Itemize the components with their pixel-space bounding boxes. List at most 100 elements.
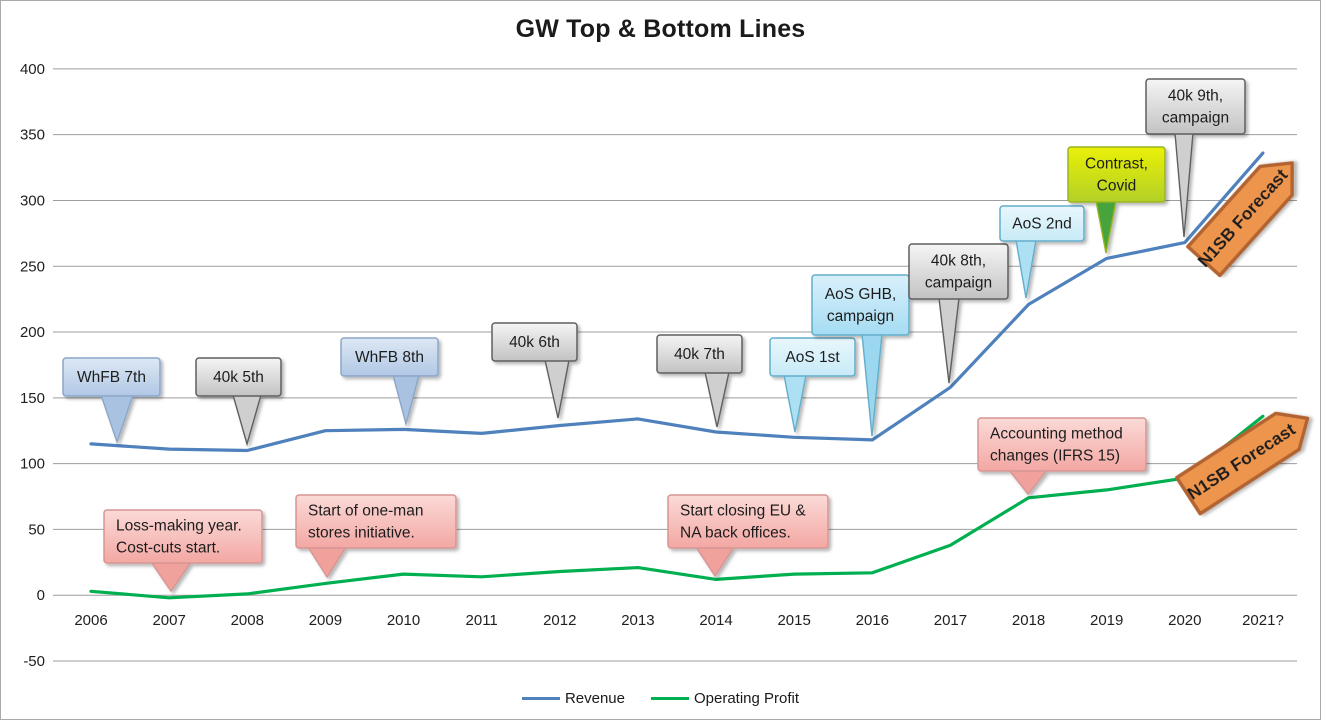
callout-label: Start closing EU & xyxy=(680,503,806,520)
callout-box xyxy=(340,337,439,377)
revenue-line xyxy=(89,151,1265,453)
callout-label: Cost-cuts start. xyxy=(116,540,220,557)
y-tick-label: 50 xyxy=(28,521,45,538)
x-tick-label: 2006 xyxy=(74,612,107,629)
legend-swatch xyxy=(650,697,689,700)
y-tick-label: 400 xyxy=(20,61,45,78)
y-tick-label: 200 xyxy=(20,324,45,341)
callout-loss-making: Loss-making year. Cost-cuts start. xyxy=(103,509,263,593)
callout-pointer xyxy=(704,371,730,428)
callout-ifrs-15: Accounting method changes (IFRS 15) xyxy=(977,417,1147,496)
callout-label: changes (IFRS 15) xyxy=(990,448,1120,465)
callout-box xyxy=(491,322,578,362)
callout-pointer xyxy=(392,374,420,427)
callout-contrast-covid: Contrast, Covid xyxy=(1067,146,1166,254)
callout-whfb-8th: WhFB 8th xyxy=(340,337,439,427)
callout-label: AoS 1st xyxy=(785,349,840,366)
callout-aos-ghb: AoS GHB, campaign xyxy=(811,274,910,437)
legend-swatch xyxy=(521,697,560,700)
callout-box xyxy=(295,494,457,549)
callout-pointer xyxy=(306,546,348,579)
callout-label: AoS 2nd xyxy=(1012,216,1071,233)
y-tick-label: 100 xyxy=(20,456,45,473)
callout-box xyxy=(999,205,1085,242)
callout-pointer xyxy=(232,394,262,447)
forecast-arrow-shape xyxy=(1174,411,1310,516)
callout-label: Contrast, xyxy=(1085,156,1148,173)
y-tick-label: 300 xyxy=(20,192,45,209)
chart-title: GW Top & Bottom Lines xyxy=(515,15,806,43)
legend-label: Operating Profit xyxy=(693,690,800,707)
x-tick-label: 2014 xyxy=(699,612,732,629)
x-tick-label: 2012 xyxy=(543,612,576,629)
arrow-profit-forecast: N1SB Forecast xyxy=(1174,411,1310,516)
forecast-arrow-shape xyxy=(1186,161,1294,278)
x-axis-labels: 2006 2007 2008 2009 2010 2011 2012 2013 2014 2015… xyxy=(74,612,1283,629)
x-tick-label: 2017 xyxy=(934,612,967,629)
callout-pointer xyxy=(694,546,736,578)
callout-label: 40k 7th xyxy=(674,346,725,363)
chart-legend: Revenue Operating Profit xyxy=(1,690,1320,707)
callout-pointer xyxy=(783,374,807,433)
callout-label: Accounting method xyxy=(990,426,1123,443)
callout-whfb-7th: WhFB 7th xyxy=(62,357,161,445)
callout-box xyxy=(656,334,743,374)
legend-item-operating-profit: Operating Profit xyxy=(650,690,800,707)
callout-pointer xyxy=(1015,239,1037,299)
callout-label: 40k 5th xyxy=(213,369,264,386)
y-axis-labels: 400 350 300 250 200 150 100 50 0 -50 xyxy=(20,61,45,670)
x-tick-label: 2013 xyxy=(621,612,654,629)
x-tick-label: 2021? xyxy=(1242,612,1284,629)
callout-closing-offices: Start closing EU & NA back offices. xyxy=(667,494,829,578)
callout-label: Loss-making year. xyxy=(116,518,242,535)
callout-box xyxy=(667,494,829,549)
arrow-revenue-forecast: N1SB Forecast xyxy=(1186,161,1294,278)
callout-box xyxy=(1067,146,1166,203)
callout-one-man-stores: Start of one-man stores initiative. xyxy=(295,494,457,579)
callout-aos-2nd: AoS 2nd xyxy=(999,205,1085,299)
y-tick-label: 0 xyxy=(37,587,45,604)
x-tick-label: 2019 xyxy=(1090,612,1123,629)
callout-label: AoS GHB, xyxy=(825,286,897,303)
callout-label: 40k 8th, xyxy=(931,253,986,270)
callout-40k-8th: 40k 8th, campaign xyxy=(908,243,1009,384)
callout-label: campaign xyxy=(1162,110,1229,127)
callout-label: campaign xyxy=(827,308,894,325)
callout-40k-5th: 40k 5th xyxy=(195,357,282,447)
x-tick-label: 2011 xyxy=(466,612,498,629)
legend-label: Revenue xyxy=(564,690,625,707)
callout-label: NA back offices. xyxy=(680,525,791,542)
x-tick-label: 2020 xyxy=(1168,612,1201,629)
callout-pointer xyxy=(1095,200,1117,254)
callout-label: Covid xyxy=(1097,178,1137,195)
callout-label: campaign xyxy=(925,275,992,292)
x-tick-label: 2009 xyxy=(309,612,342,629)
callout-40k-9th: 40k 9th, campaign xyxy=(1145,78,1246,238)
callout-box xyxy=(908,243,1009,300)
callout-label: WhFB 7th xyxy=(77,369,146,386)
callout-pointer xyxy=(544,359,570,419)
callout-box xyxy=(103,509,263,564)
x-tick-label: 2018 xyxy=(1012,612,1045,629)
y-tick-label: 350 xyxy=(20,127,45,144)
legend-item-revenue: Revenue xyxy=(521,690,625,707)
y-tick-label: 150 xyxy=(20,390,45,407)
callout-box xyxy=(977,417,1147,472)
y-tick-label: -50 xyxy=(23,653,45,670)
callout-box xyxy=(1145,78,1246,135)
callout-box xyxy=(195,357,282,397)
callout-pointer xyxy=(100,394,134,445)
callout-40k-6th: 40k 6th xyxy=(491,322,578,419)
x-tick-label: 2010 xyxy=(387,612,420,629)
callout-pointer xyxy=(149,561,193,593)
callout-label: stores initiative. xyxy=(308,525,415,542)
x-tick-label: 2016 xyxy=(856,612,889,629)
callout-label: 40k 9th, xyxy=(1168,88,1223,105)
callout-pointer xyxy=(1174,132,1194,238)
callout-label: WhFB 8th xyxy=(355,349,424,366)
callout-aos-1st: AoS 1st xyxy=(769,337,856,433)
callout-label: Start of one-man xyxy=(308,503,423,520)
callout-box xyxy=(769,337,856,377)
